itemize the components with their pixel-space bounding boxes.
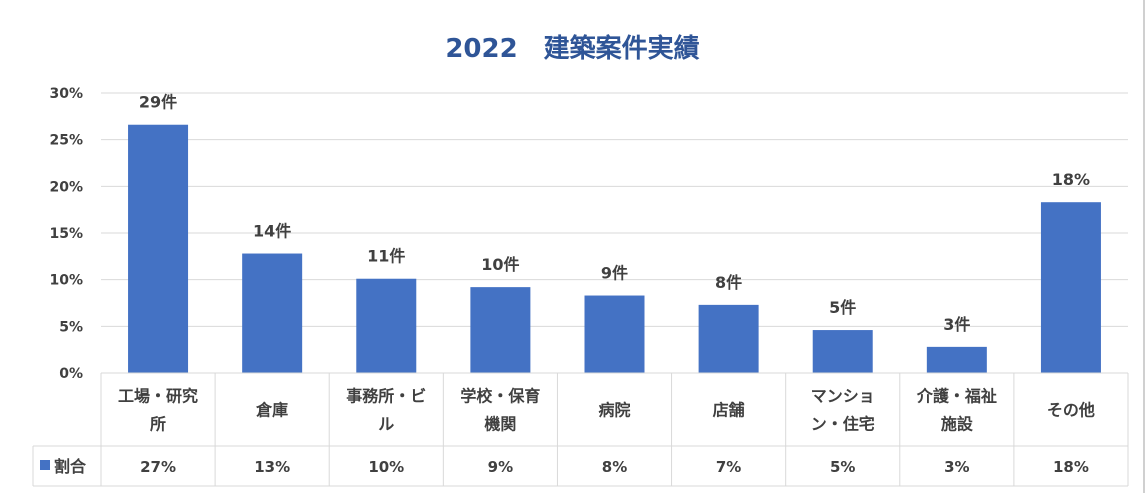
table-value: 7% <box>716 458 741 476</box>
bar <box>584 295 645 373</box>
category-label: ル <box>378 415 394 434</box>
category-label: 施設 <box>941 415 974 434</box>
chart-frame-edge <box>1143 0 1145 493</box>
table-value: 3% <box>944 458 969 476</box>
category-label: 工場・研究 <box>118 387 198 406</box>
y-tick-label: 0% <box>59 366 83 382</box>
data-label: 11件 <box>367 247 405 266</box>
table-value: 13% <box>254 458 290 476</box>
category-label: 店舗 <box>713 401 745 420</box>
legend-series-name: 割合 <box>54 457 87 476</box>
bar <box>926 346 987 373</box>
y-tick-label: 25% <box>49 133 83 149</box>
chart-title: 2022 建築案件実績 <box>445 34 700 64</box>
table-value: 27% <box>140 458 176 476</box>
data-label: 18% <box>1052 170 1090 189</box>
y-tick-label: 15% <box>49 226 83 242</box>
data-label: 3件 <box>943 315 970 334</box>
table-value: 5% <box>830 458 855 476</box>
category-label: 所 <box>150 415 166 434</box>
y-tick-label: 5% <box>59 319 83 335</box>
category-label: 倉庫 <box>255 401 288 420</box>
table-value: 8% <box>602 458 627 476</box>
category-label: その他 <box>1047 401 1095 420</box>
bar <box>698 304 759 373</box>
bar <box>470 287 531 373</box>
category-label: 介護・福祉 <box>916 387 997 406</box>
category-label: 事務所・ビ <box>346 387 426 406</box>
table-value: 10% <box>368 458 404 476</box>
category-label: マンショ <box>811 387 875 406</box>
table-value: 18% <box>1053 458 1089 476</box>
data-label: 14件 <box>253 222 291 241</box>
table-value: 9% <box>488 458 513 476</box>
category-label: 学校・保育 <box>460 387 540 406</box>
data-label: 29件 <box>139 93 177 112</box>
category-label: 機関 <box>484 415 516 434</box>
y-tick-label: 10% <box>49 273 83 289</box>
bar <box>128 124 189 373</box>
category-label: ン・住宅 <box>811 415 875 434</box>
y-tick-label: 20% <box>49 179 83 195</box>
bar <box>356 278 417 373</box>
y-tick-label: 30% <box>49 86 83 102</box>
data-label: 8件 <box>715 273 742 292</box>
bar <box>1040 202 1101 373</box>
bar <box>242 253 303 373</box>
data-label: 10件 <box>481 255 519 274</box>
data-label: 9件 <box>601 264 628 283</box>
data-label: 5件 <box>829 298 856 317</box>
category-label: 病院 <box>598 401 630 420</box>
bar <box>812 330 873 373</box>
legend-key <box>40 460 50 470</box>
